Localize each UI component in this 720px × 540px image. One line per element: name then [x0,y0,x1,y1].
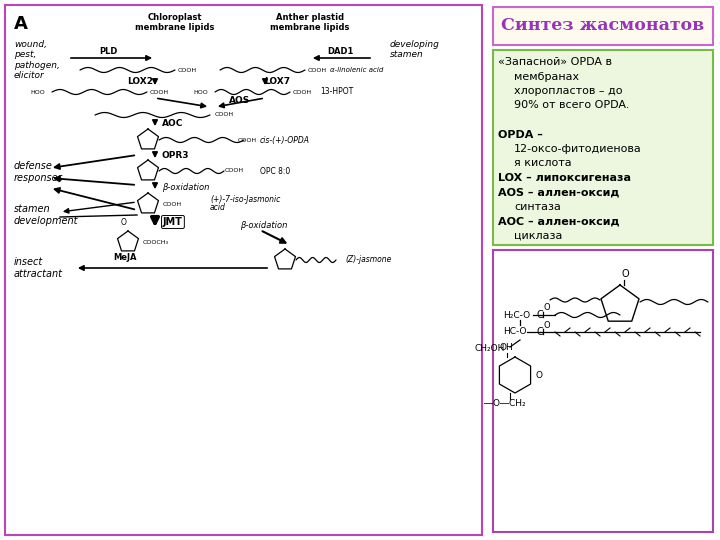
Text: COOH: COOH [308,68,327,72]
Text: циклаза: циклаза [514,231,562,241]
Text: (Z)-jasmone: (Z)-jasmone [345,255,392,265]
Text: defense
responses: defense responses [14,161,64,183]
Text: LOX – липоксигеназа: LOX – липоксигеназа [498,173,631,183]
Text: OPDA –: OPDA – [498,130,543,139]
Text: OPR3: OPR3 [162,151,189,159]
Text: 13-HPOT: 13-HPOT [320,87,354,97]
Text: COOH: COOH [150,90,169,94]
FancyBboxPatch shape [493,7,713,45]
Text: PLD: PLD [99,47,117,56]
Text: Синтез жасмонатов: Синтез жасмонатов [501,17,705,35]
FancyBboxPatch shape [493,50,713,245]
Text: COOH: COOH [238,138,257,143]
Text: я кислота: я кислота [514,159,572,168]
Text: O: O [536,370,543,380]
Text: COOH: COOH [215,112,234,118]
Text: LOX2: LOX2 [127,77,153,86]
Text: COOH: COOH [163,201,182,206]
Text: Anther plastid
membrane lipids: Anther plastid membrane lipids [270,13,350,32]
Text: DAD1: DAD1 [327,47,354,56]
Text: «Запасной» OPDA в: «Запасной» OPDA в [498,57,612,67]
Text: LOX7: LOX7 [264,77,290,86]
Text: Chloroplast
membrane lipids: Chloroplast membrane lipids [135,13,215,32]
Text: O: O [543,321,549,329]
Text: HOO: HOO [30,90,45,94]
Text: cis-(+)-OPDA: cis-(+)-OPDA [260,136,310,145]
Text: β-oxidation: β-oxidation [162,183,210,192]
Text: O: O [121,218,127,227]
Text: C: C [536,310,544,320]
Text: AOS – аллен-оксид: AOS – аллен-оксид [498,187,619,198]
Text: acid: acid [210,204,226,213]
Text: мембранах: мембранах [514,71,579,82]
Text: JMT: JMT [163,217,183,227]
Text: 12-оксо-фитодиенова: 12-оксо-фитодиенова [514,144,642,154]
Text: α-linolenic acid: α-linolenic acid [330,67,383,73]
FancyBboxPatch shape [493,250,713,532]
Text: wound,
pest,
pathogen,
elicitor: wound, pest, pathogen, elicitor [14,40,60,80]
Text: OH: OH [500,342,514,352]
Text: синтаза: синтаза [514,202,561,212]
Text: CH₂OH: CH₂OH [474,344,505,353]
Text: AOC – аллен-оксид: AOC – аллен-оксид [498,217,619,226]
Text: ―O―CH₂: ―O―CH₂ [484,399,526,408]
Text: developing
stamen: developing stamen [390,40,440,59]
Text: хлоропластов – до: хлоропластов – до [514,86,623,96]
Text: AOC: AOC [162,119,184,129]
Text: HC-O: HC-O [503,327,526,336]
Text: C: C [536,327,544,337]
FancyBboxPatch shape [5,5,482,535]
Text: COOCH₃: COOCH₃ [143,240,169,245]
Text: COOH: COOH [225,168,244,173]
Text: β-oxidation: β-oxidation [240,220,287,230]
Text: insect
attractant: insect attractant [14,257,63,279]
Text: COOH: COOH [293,90,312,94]
Text: O: O [621,269,629,279]
Text: H₂C-O: H₂C-O [503,310,530,320]
Text: MeJA: MeJA [113,253,137,262]
Text: A: A [14,15,28,33]
Text: COOH: COOH [178,68,197,72]
Text: AOS: AOS [230,96,251,105]
Text: OPC 8:0: OPC 8:0 [260,166,290,176]
Text: 90% от всего OPDA.: 90% от всего OPDA. [514,100,629,111]
Text: (+)-7-iso-Jasmonic: (+)-7-iso-Jasmonic [210,195,280,205]
Text: HOO: HOO [193,90,208,94]
Text: stamen
development: stamen development [14,204,78,226]
Text: O: O [543,303,549,313]
